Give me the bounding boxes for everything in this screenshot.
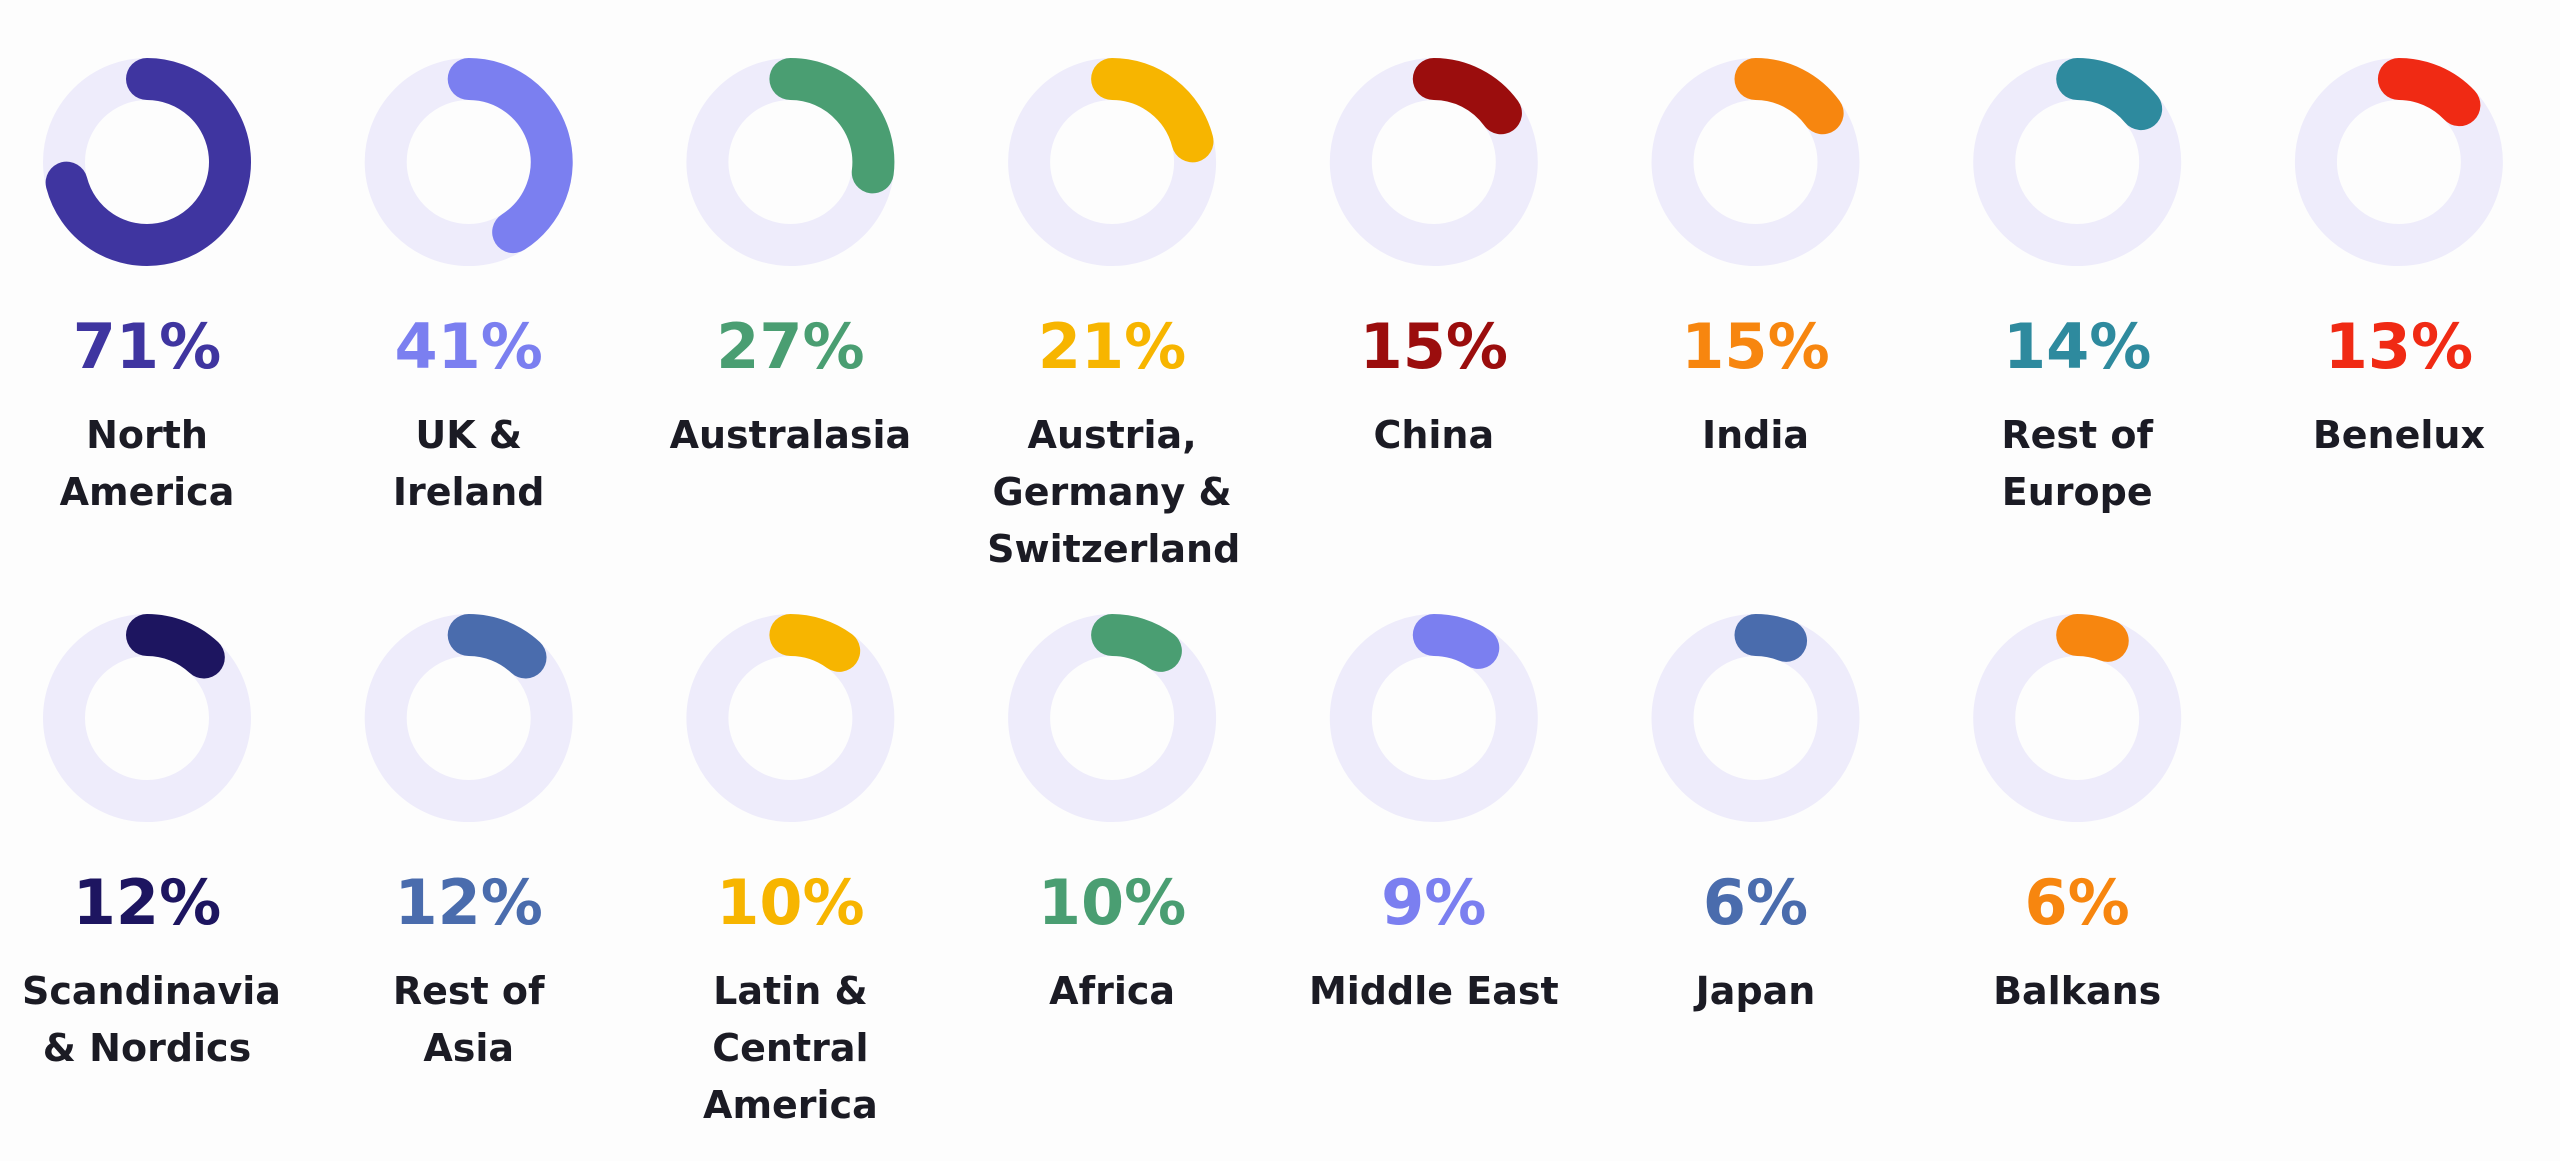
value-label: 12% xyxy=(72,866,222,939)
value-label: 41% xyxy=(394,310,543,383)
ring-arc xyxy=(2377,58,2481,127)
value-label: 21% xyxy=(1037,310,1187,383)
category-label: Austria, Germany & Switzerland xyxy=(987,413,1241,571)
value-label: 13% xyxy=(2324,310,2474,383)
value-label: 12% xyxy=(394,866,543,939)
category-label: Rest of Asia xyxy=(392,969,545,1070)
value-label: 27% xyxy=(716,310,865,383)
value-label: 15% xyxy=(1681,310,1830,383)
category-label: UK & Ireland xyxy=(392,413,545,514)
value-label: 6% xyxy=(1702,866,1809,939)
ring-arc xyxy=(1091,58,1214,163)
category-label: China xyxy=(1373,413,1495,457)
category-label: Australasia xyxy=(669,413,912,457)
ring-arc xyxy=(2056,58,2163,131)
category-label: Scandinavia & Nordics xyxy=(22,969,281,1070)
ring-arc xyxy=(1091,614,1182,672)
ring-arc xyxy=(126,614,225,679)
value-label: 15% xyxy=(1359,310,1508,383)
category-label: North America xyxy=(59,413,235,514)
ring-arc xyxy=(2056,614,2129,662)
value-label: 6% xyxy=(2024,866,2130,939)
ring-arc xyxy=(447,58,573,254)
ring-arc xyxy=(1734,614,1808,662)
category-label: Japan xyxy=(1695,969,1816,1013)
value-label: 10% xyxy=(1037,866,1187,939)
ring-arc xyxy=(769,58,895,194)
ring-arc xyxy=(1734,58,1844,135)
value-label: 10% xyxy=(716,866,865,939)
category-label: Latin & Central America xyxy=(703,969,878,1127)
ring-arc xyxy=(1412,58,1522,135)
category-label: Middle East xyxy=(1308,969,1559,1013)
ring-arc xyxy=(1412,614,1500,669)
ring-arc xyxy=(447,614,547,679)
category-label: India xyxy=(1701,413,1810,457)
ring-track xyxy=(1651,614,1860,822)
category-label: Balkans xyxy=(1993,969,2162,1013)
value-label: 9% xyxy=(1381,866,1487,939)
category-label: Africa xyxy=(1049,969,1176,1013)
category-label: Benelux xyxy=(2312,413,2485,457)
ring-arc xyxy=(769,614,861,672)
value-label: 71% xyxy=(72,310,222,383)
ring-arc xyxy=(45,58,251,266)
category-label: Rest of Europe xyxy=(2001,413,2154,514)
ring-track xyxy=(1973,614,2182,822)
value-label: 14% xyxy=(2002,310,2152,383)
